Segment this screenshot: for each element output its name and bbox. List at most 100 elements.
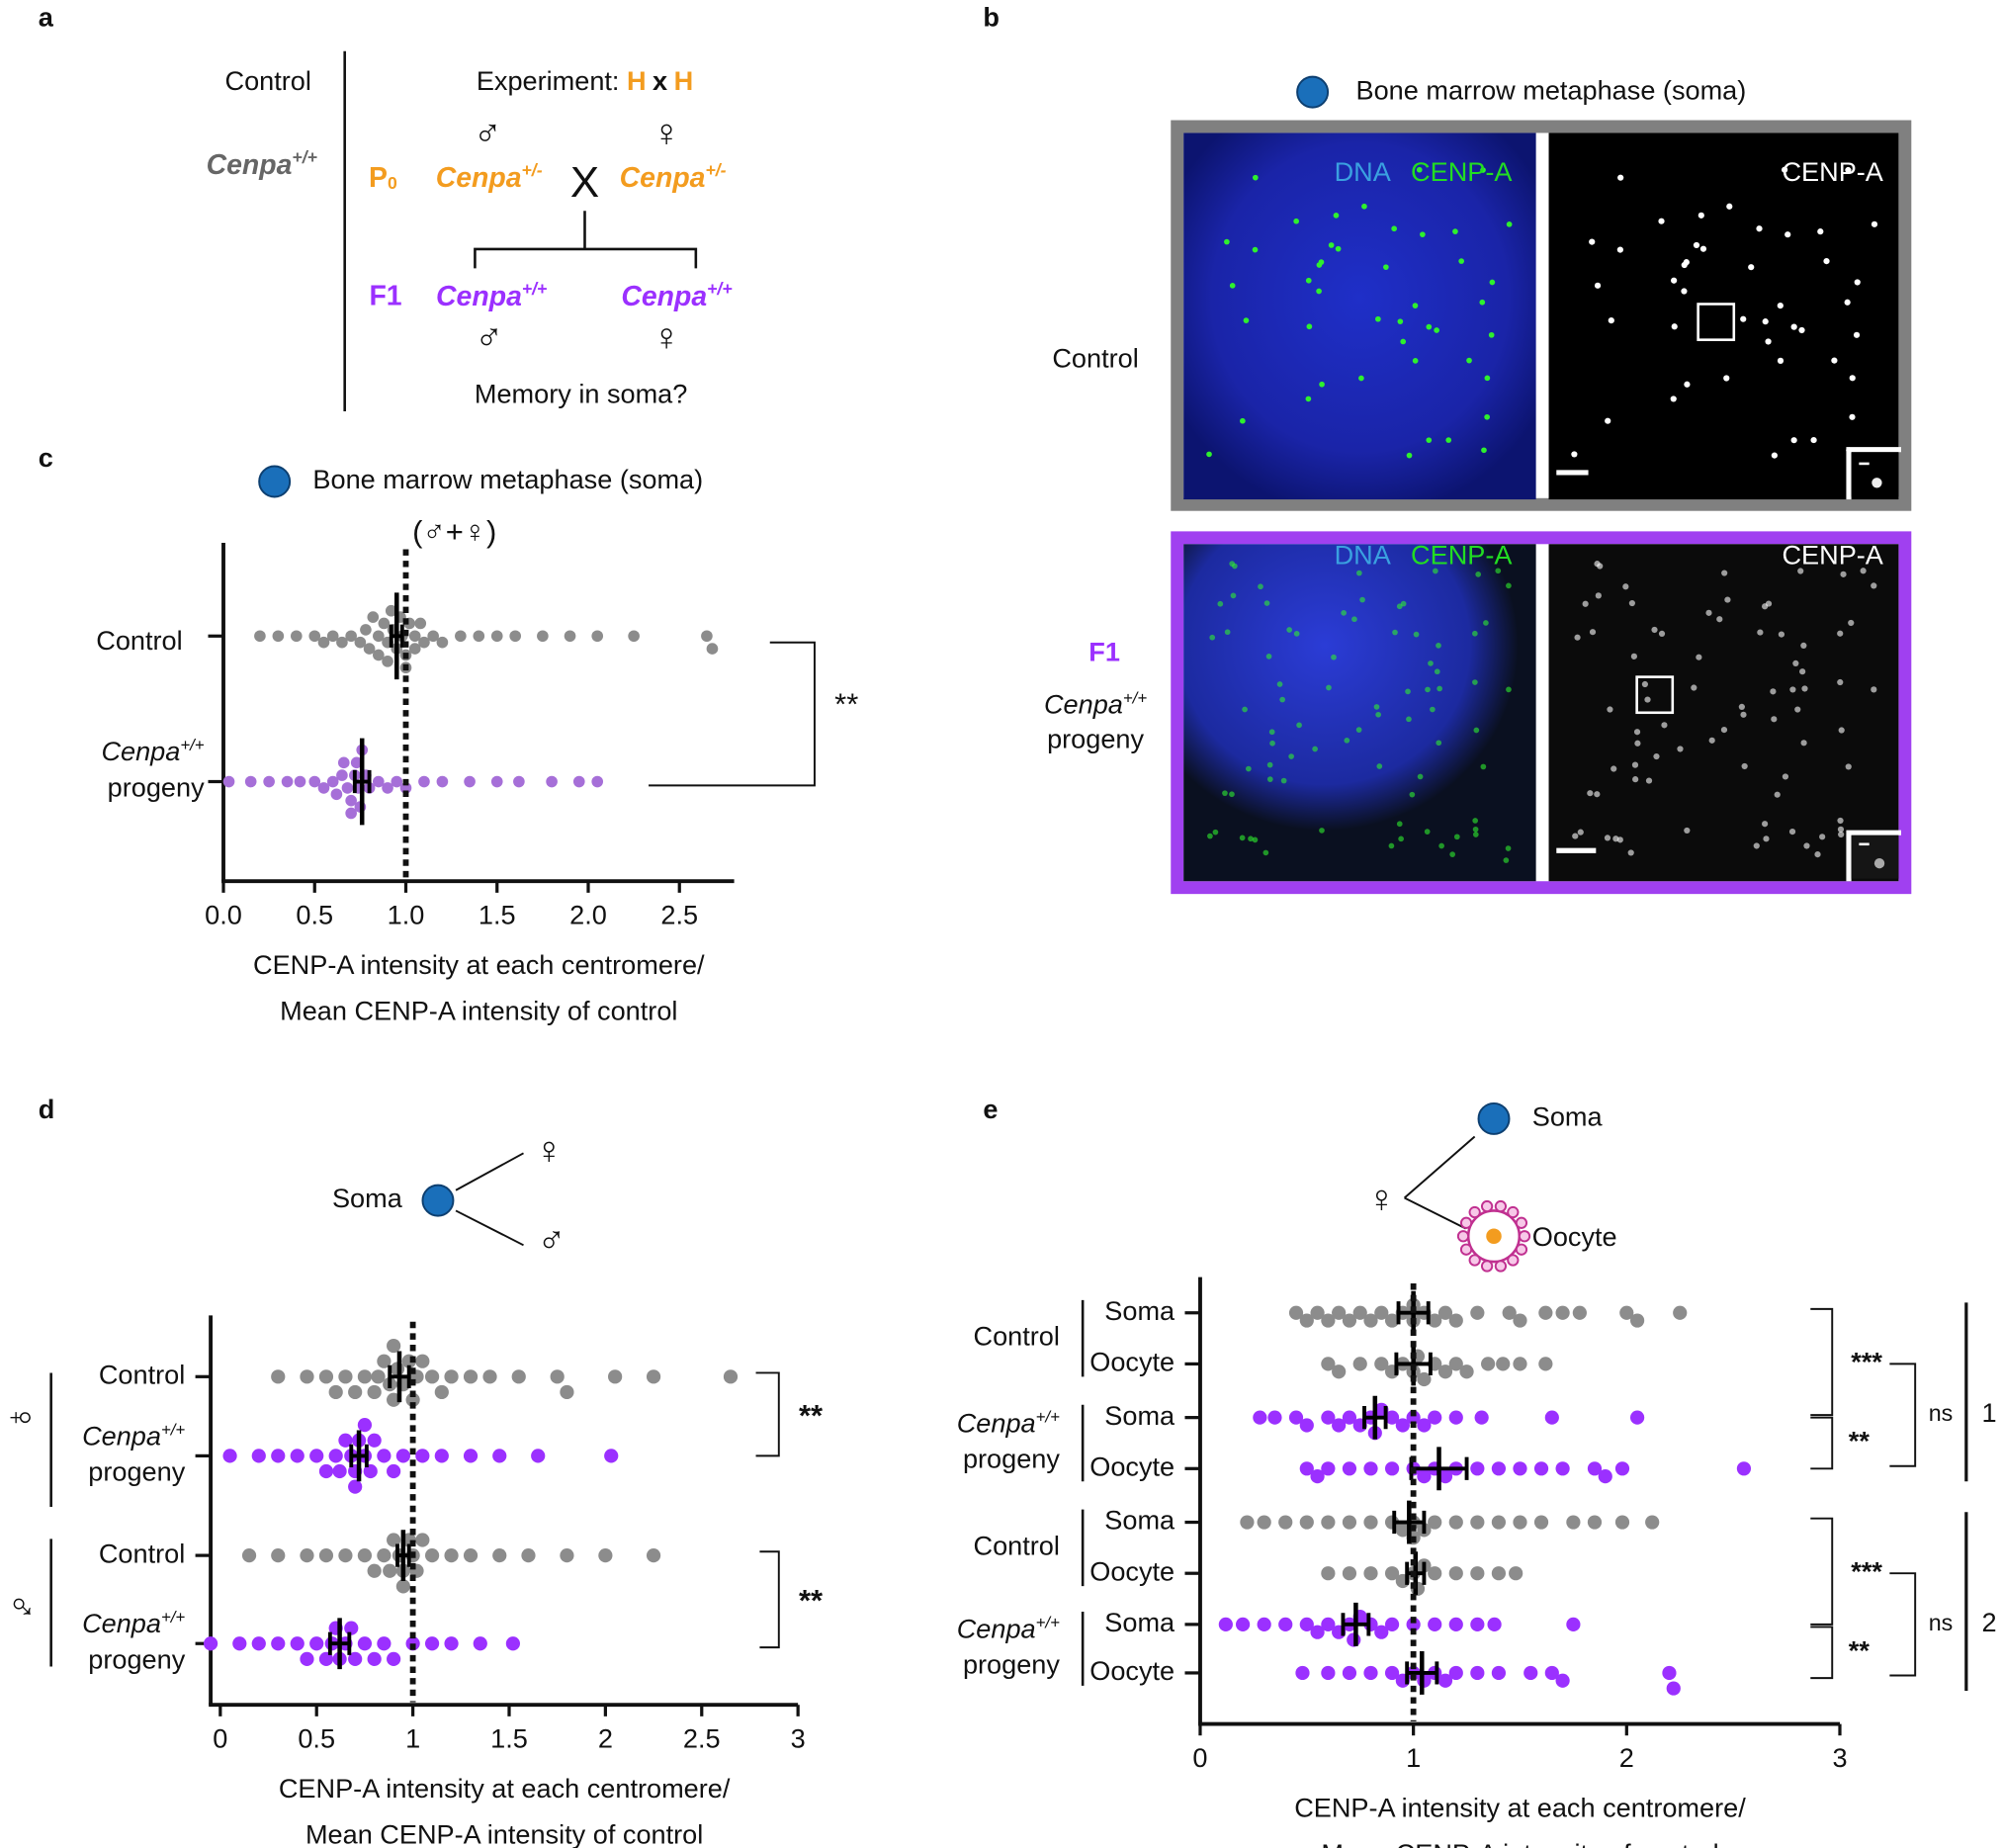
- data-point: [1253, 1410, 1267, 1425]
- data-point: [1278, 1515, 1293, 1530]
- centromere-spot: [1341, 610, 1347, 616]
- genotype-part: Cenpa: [621, 281, 707, 312]
- data-point: [1513, 1357, 1527, 1371]
- data-point: [1310, 1469, 1325, 1484]
- data-point: [1299, 1617, 1314, 1631]
- data-point: [701, 630, 713, 643]
- pedigree-line: [474, 211, 698, 269]
- data-point: [1363, 1566, 1378, 1581]
- sex-symbol: ♂: [475, 316, 503, 359]
- data-point: [1448, 1617, 1463, 1631]
- data-point: [338, 1433, 353, 1448]
- significance-bracket: [1810, 1307, 1834, 1417]
- data-point: [1384, 1665, 1400, 1681]
- centromere-spot: [1723, 375, 1730, 382]
- centromere-spot: [1800, 642, 1807, 649]
- question: Memory in soma?: [475, 379, 687, 409]
- centromere-spot: [1246, 765, 1252, 772]
- centromere-spot: [1740, 315, 1747, 322]
- error-bar: [327, 1631, 352, 1655]
- centromere-spot: [1316, 288, 1322, 295]
- centromere-spot: [1262, 849, 1269, 856]
- data-point: [509, 630, 522, 643]
- data-point: [1509, 1566, 1523, 1581]
- centromere-spot: [1617, 174, 1624, 181]
- x-tick-label: 1: [1406, 1742, 1421, 1773]
- data-point: [473, 630, 485, 643]
- data-point: [550, 1369, 565, 1384]
- centromere-spot: [1319, 828, 1325, 834]
- centromere-spot: [1217, 600, 1224, 607]
- centromere-spot: [1661, 722, 1668, 729]
- centromere-spot: [1774, 791, 1781, 798]
- data-point: [1474, 1410, 1489, 1425]
- data-point: [1513, 1313, 1527, 1328]
- centromere-spot: [1412, 303, 1419, 308]
- data-point: [444, 1369, 459, 1384]
- centromere-spot: [1849, 375, 1856, 382]
- genotype-h: H: [627, 65, 647, 96]
- centromere-spot: [1438, 842, 1444, 849]
- centromere-spot: [1770, 688, 1777, 695]
- centromere-spot: [1589, 629, 1597, 636]
- data-point: [367, 1563, 382, 1578]
- data-point: [357, 1548, 373, 1563]
- data-point: [1448, 1566, 1463, 1581]
- cross-x: x: [653, 65, 667, 96]
- granulosa-cell: [1515, 1243, 1528, 1256]
- data-point: [1448, 1357, 1463, 1371]
- data-point: [1299, 1515, 1314, 1530]
- granulosa-cell: [1468, 1254, 1481, 1267]
- data-point: [1417, 1418, 1432, 1433]
- data-point: [222, 775, 235, 788]
- category-label-part: Cenpa: [957, 1613, 1036, 1643]
- set-label: 1: [1982, 1397, 1997, 1428]
- centromere-spot: [1355, 727, 1362, 733]
- centromere-spot: [1266, 776, 1273, 782]
- data-point: [546, 775, 558, 788]
- data-point: [367, 1651, 382, 1666]
- data-point: [263, 775, 275, 788]
- data-point: [591, 775, 604, 788]
- inset-spot: [1871, 478, 1882, 488]
- centromere-spot: [1207, 833, 1213, 839]
- nucleus: [1486, 1228, 1502, 1245]
- x-axis-title: Mean CENP-A intensity of control: [1321, 1838, 1718, 1848]
- data-point: [1299, 1418, 1314, 1433]
- centromere-spot: [1416, 166, 1423, 173]
- centromere-spot: [1630, 653, 1638, 660]
- centromere-spot: [1790, 323, 1797, 330]
- centromere-spot: [1240, 417, 1246, 424]
- centromere-spot: [1801, 685, 1808, 692]
- category-label-part: +/+: [180, 736, 204, 754]
- centromere-spot: [1716, 616, 1723, 623]
- data-point: [281, 775, 294, 788]
- data-point: [1342, 1515, 1357, 1530]
- data-point: [1544, 1410, 1559, 1425]
- x-axis-title: CENP-A intensity at each centromere/: [1294, 1792, 1746, 1822]
- centromere-spot: [1837, 630, 1844, 637]
- genotype-part: Cenpa: [436, 161, 522, 193]
- centromere-spot: [1252, 246, 1259, 253]
- data-point: [604, 1449, 619, 1463]
- data-point: [1428, 1617, 1442, 1631]
- significance-bracket: [1889, 1363, 1917, 1467]
- genotype-part: Cenpa: [1044, 688, 1123, 719]
- sex-symbol: ♂: [537, 1219, 566, 1262]
- genotype-part: +/-: [522, 159, 543, 179]
- data-point: [1321, 1313, 1336, 1328]
- centromere-spot: [1392, 629, 1398, 636]
- centromere-spot: [1252, 174, 1259, 181]
- centromere-spot: [1319, 381, 1325, 388]
- centromere-spot: [1726, 203, 1733, 210]
- data-point: [1645, 1515, 1660, 1530]
- icon-label: Oocyte: [1532, 1221, 1617, 1252]
- x-tick-label: 2.5: [660, 900, 698, 930]
- centromere-spot: [1503, 857, 1510, 863]
- data-point: [1374, 1625, 1389, 1639]
- data-point: [490, 775, 503, 788]
- error-bar: [1392, 1510, 1427, 1535]
- data-point: [1538, 1305, 1553, 1320]
- centromere-spot: [1433, 568, 1438, 574]
- centromere-spot: [1845, 166, 1852, 174]
